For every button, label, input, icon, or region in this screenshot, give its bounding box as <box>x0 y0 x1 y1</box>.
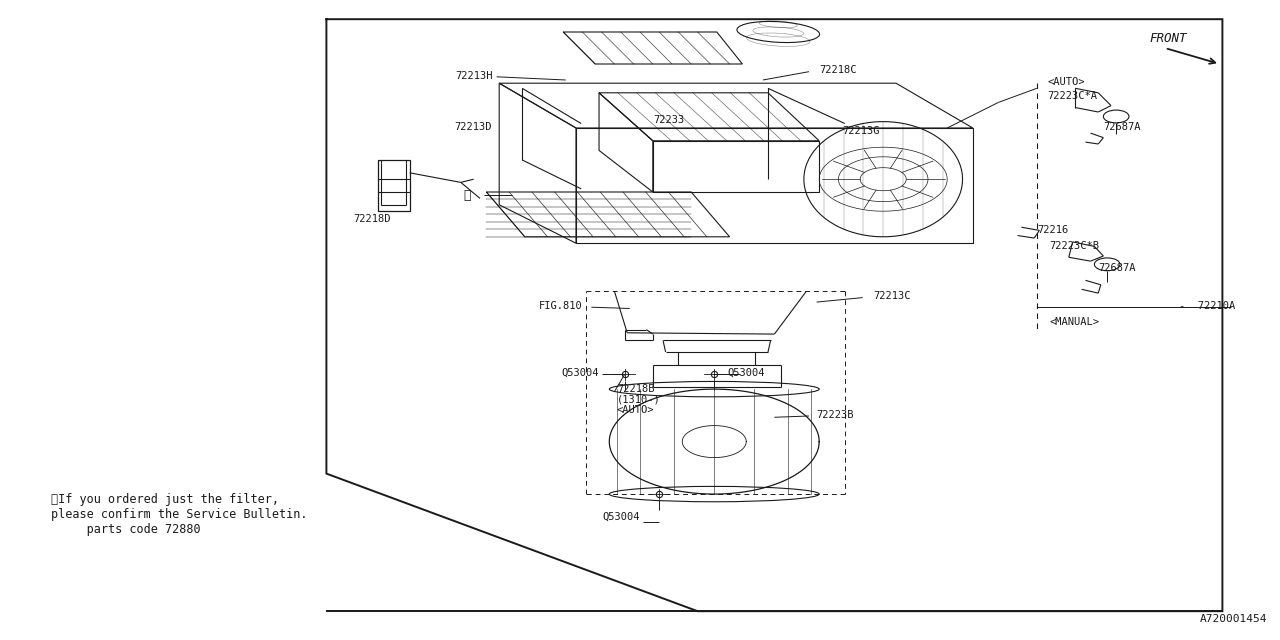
Text: A720001454: A720001454 <box>1199 614 1267 624</box>
Text: 72223C*B: 72223C*B <box>1050 241 1100 252</box>
Text: FRONT: FRONT <box>1149 32 1187 45</box>
Text: <AUTO>: <AUTO> <box>617 404 654 415</box>
Text: (1310-): (1310-) <box>617 394 660 404</box>
Text: Q53004: Q53004 <box>562 367 599 378</box>
Text: 72218D: 72218D <box>353 214 390 224</box>
Text: 72213D: 72213D <box>454 122 492 132</box>
Text: 72213H: 72213H <box>456 70 493 81</box>
Text: 72213C: 72213C <box>873 291 910 301</box>
Text: 72223C*A: 72223C*A <box>1047 91 1097 101</box>
Text: 72218B: 72218B <box>617 384 654 394</box>
Text: 72223B: 72223B <box>817 410 854 420</box>
Text: <AUTO>: <AUTO> <box>1047 77 1084 87</box>
Text: 72233: 72233 <box>653 115 684 125</box>
Text: 72213G: 72213G <box>842 126 879 136</box>
Text: Q53004: Q53004 <box>727 367 764 378</box>
Text: 72216: 72216 <box>1037 225 1068 236</box>
Text: FIG.810: FIG.810 <box>539 301 582 311</box>
Text: -  72210A: - 72210A <box>1179 301 1235 311</box>
Text: 72687A: 72687A <box>1098 262 1135 273</box>
Text: <MANUAL>: <MANUAL> <box>1050 317 1100 327</box>
Text: 72218C: 72218C <box>819 65 856 76</box>
Text: Q53004: Q53004 <box>603 512 640 522</box>
Text: ※If you ordered just the filter,
please confirm the Service Bulletin.
     parts: ※If you ordered just the filter, please … <box>51 493 307 536</box>
Text: 72687A: 72687A <box>1103 122 1140 132</box>
Text: ※: ※ <box>463 189 471 202</box>
